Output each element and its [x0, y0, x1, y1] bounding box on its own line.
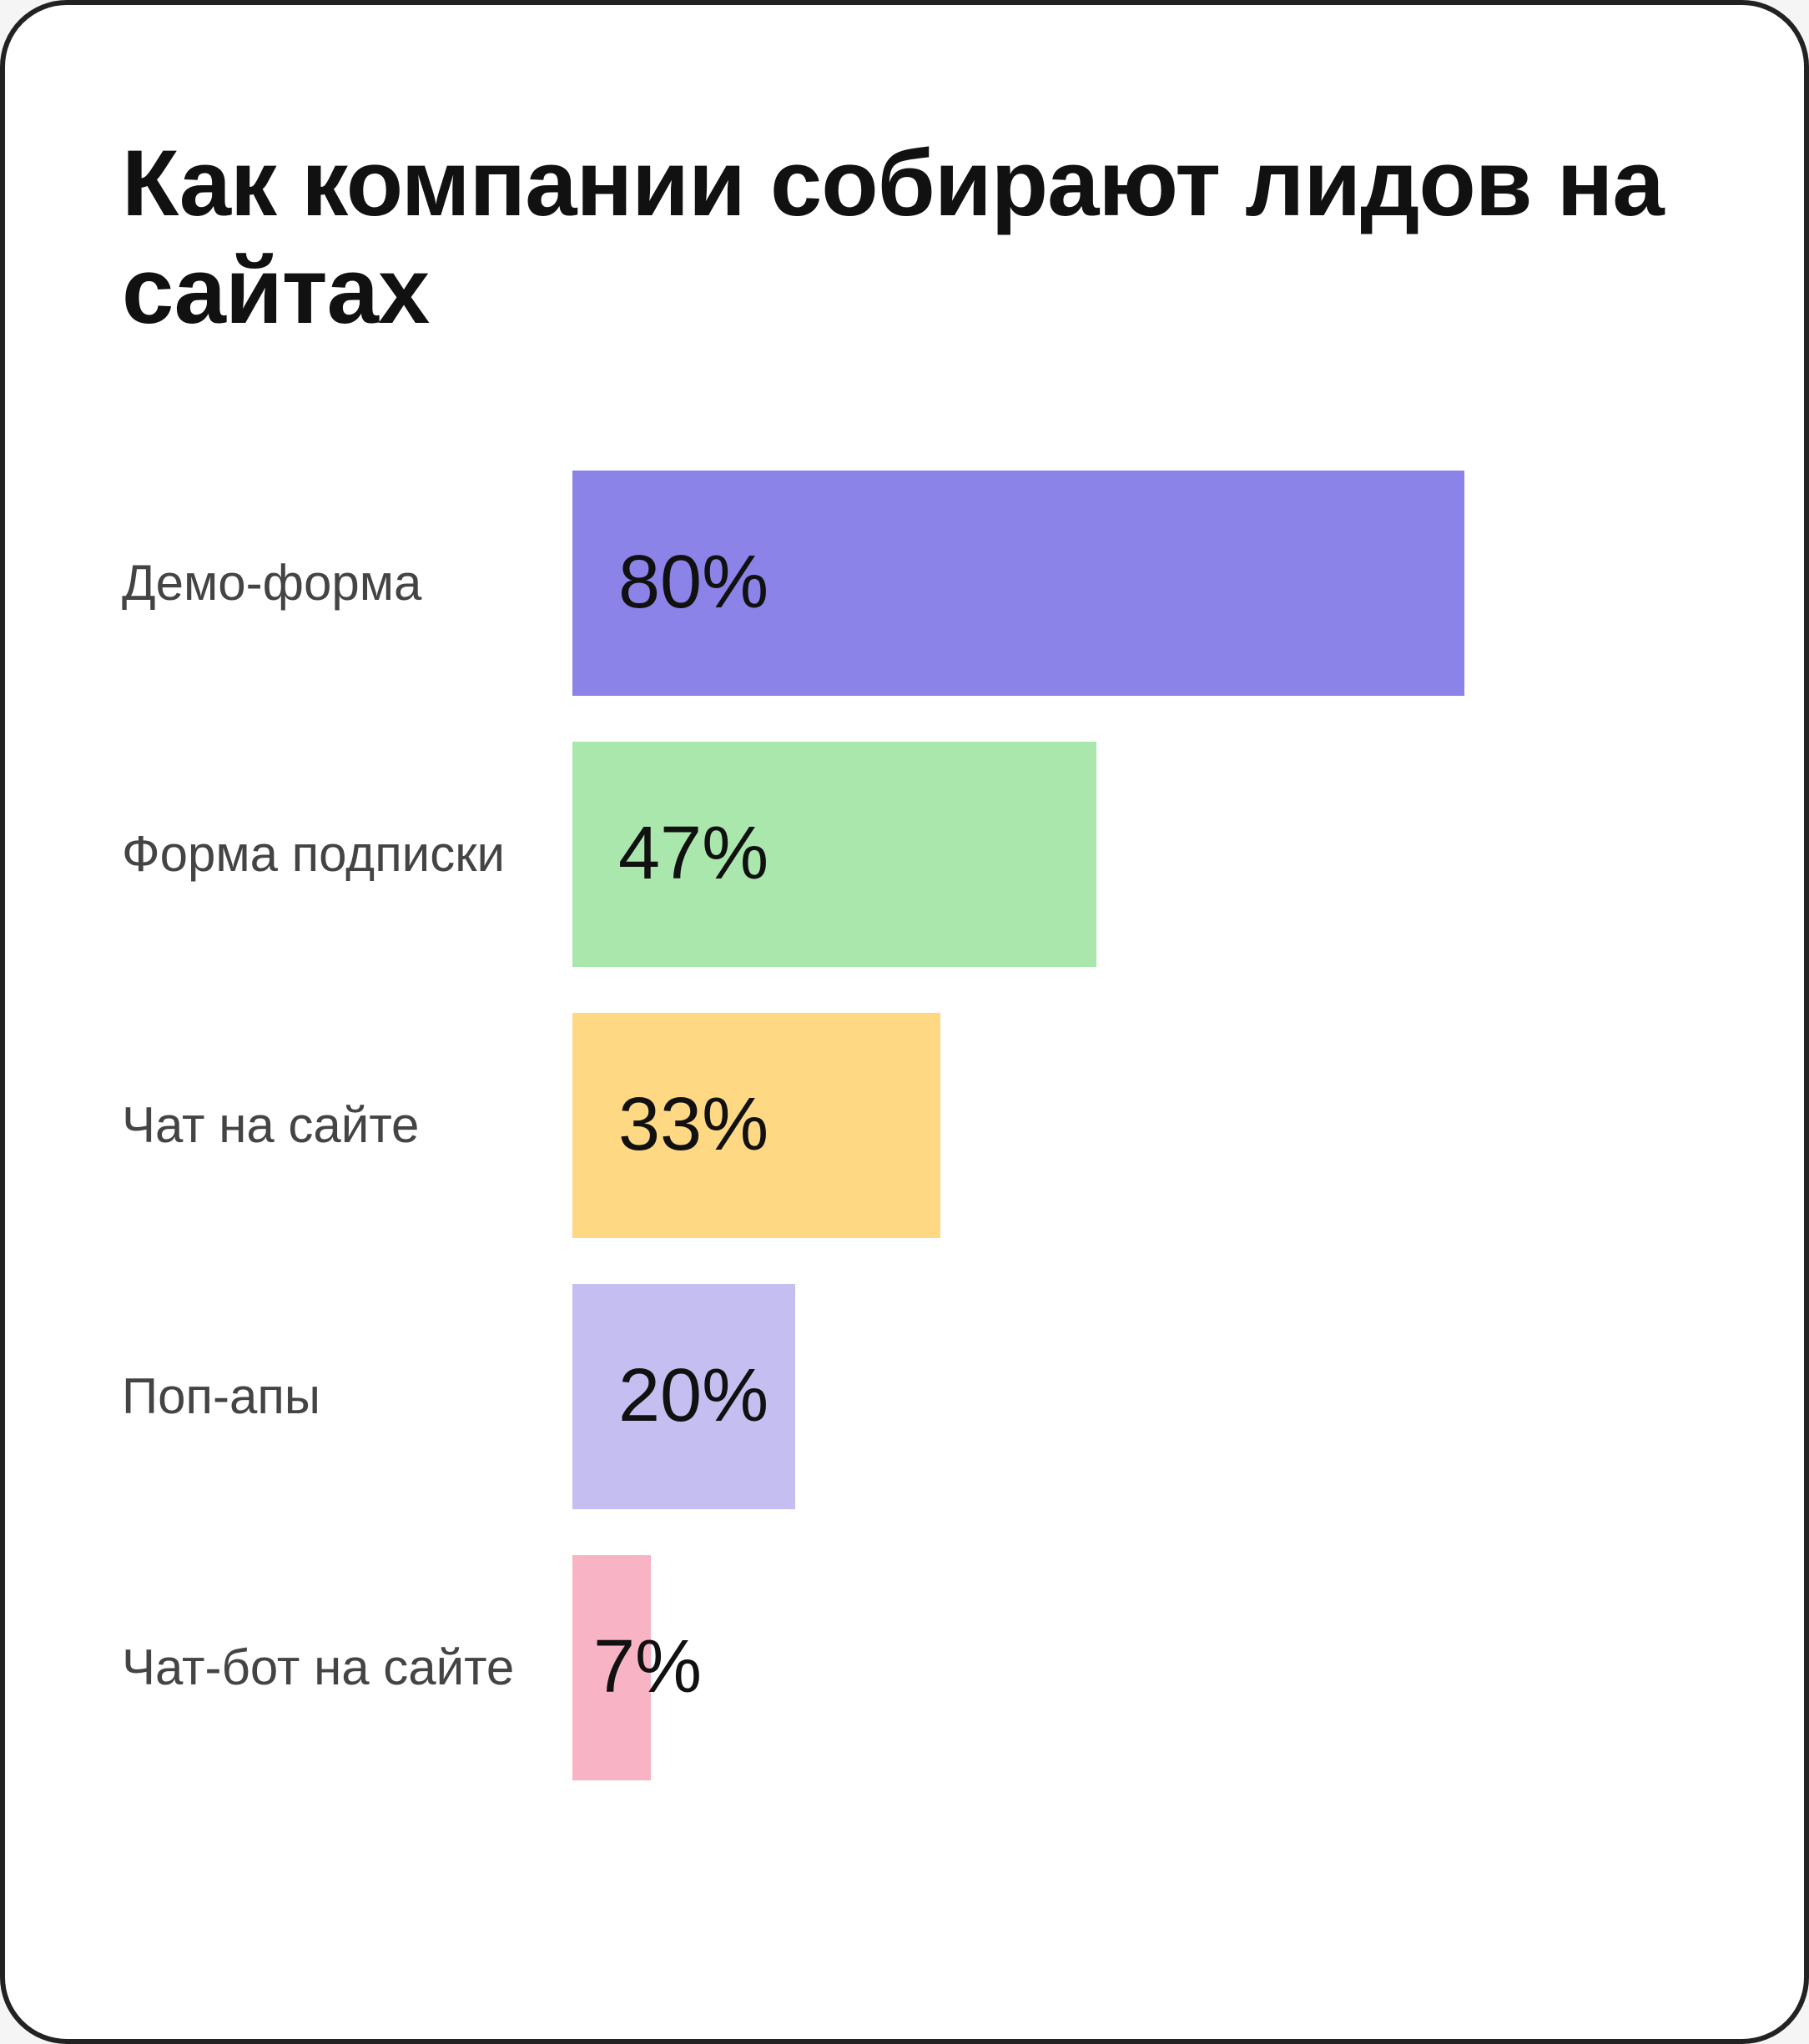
bar-row: Чат-бот на сайте 7% — [122, 1555, 1687, 1780]
bar-value: 7% — [593, 1624, 702, 1710]
chart-card: Как компании собирают лидов на сайтах Де… — [0, 0, 1809, 2044]
chart-title: Как компании собирают лидов на сайтах — [122, 130, 1687, 345]
bar-row: Чат на сайте 33% — [122, 1013, 1687, 1238]
bar-track: 20% — [572, 1284, 1687, 1509]
bar-label: Демо-форма — [122, 553, 572, 613]
bar-fill: 80% — [572, 471, 1464, 696]
bar-fill: 7% — [572, 1555, 651, 1780]
bar-label: Форма подписки — [122, 824, 572, 884]
bar-value: 20% — [618, 1353, 768, 1439]
bar-label: Чат-бот на сайте — [122, 1638, 572, 1698]
bar-label: Чат на сайте — [122, 1095, 572, 1155]
bar-track: 80% — [572, 471, 1687, 696]
bar-fill: 47% — [572, 742, 1096, 967]
bar-value: 47% — [618, 811, 768, 897]
bar-fill: 20% — [572, 1284, 795, 1509]
bar-track: 47% — [572, 742, 1687, 967]
bar-row: Поп-апы 20% — [122, 1284, 1687, 1509]
bar-label: Поп-апы — [122, 1367, 572, 1427]
bar-chart: Демо-форма 80% Форма подписки 47% Чат на… — [122, 471, 1687, 1922]
bar-value: 80% — [618, 540, 768, 626]
bar-value: 33% — [618, 1082, 768, 1168]
bar-track: 33% — [572, 1013, 1687, 1238]
bar-row: Форма подписки 47% — [122, 742, 1687, 967]
bar-row: Демо-форма 80% — [122, 471, 1687, 696]
bar-track: 7% — [572, 1555, 1687, 1780]
bar-fill: 33% — [572, 1013, 940, 1238]
